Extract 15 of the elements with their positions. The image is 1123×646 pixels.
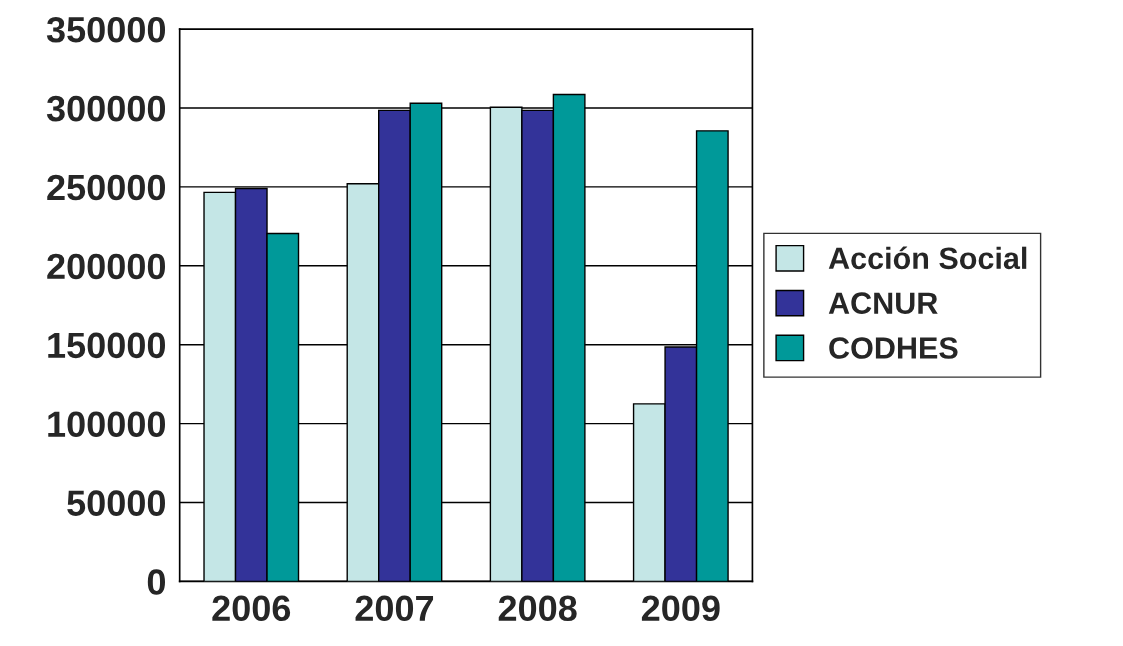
legend-label: Acción Social <box>828 246 1027 270</box>
legend-label: ACNUR <box>828 292 938 314</box>
y-tick-label: 250000 <box>47 174 166 201</box>
y-tick-label: 100000 <box>48 411 166 438</box>
y-tick-label: 300000 <box>46 95 166 122</box>
x-tick-label: 2009 <box>641 595 720 622</box>
y-tick-label: 350000 <box>46 16 166 43</box>
y-tick-label: 50000 <box>67 490 166 516</box>
x-tick-label: 2007 <box>355 595 434 622</box>
y-tick-label: 0 <box>147 569 166 595</box>
x-tick-label: 2008 <box>498 595 577 622</box>
y-tick-label: 200000 <box>47 253 166 280</box>
legend-label: CODHES <box>829 337 958 359</box>
y-tick-label: 150000 <box>48 332 166 359</box>
x-tick-label: 2006 <box>212 595 291 622</box>
